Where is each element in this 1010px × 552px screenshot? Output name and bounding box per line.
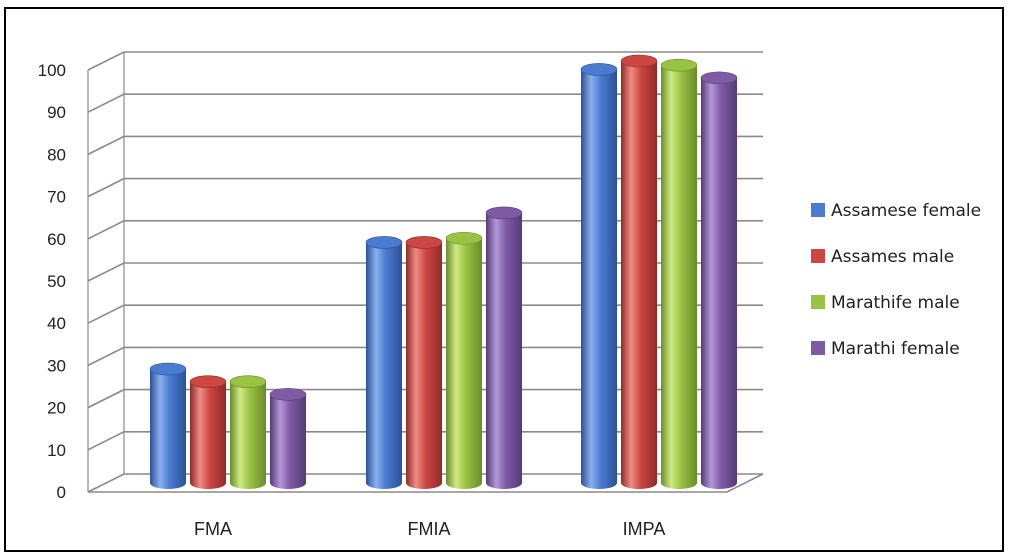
x-category-label: FMA bbox=[194, 519, 232, 539]
bar-body bbox=[446, 238, 482, 489]
y-tick-label: 100 bbox=[38, 61, 66, 80]
bar bbox=[189, 375, 227, 489]
bar bbox=[620, 54, 658, 489]
y-tick-label: 60 bbox=[47, 230, 66, 249]
bars bbox=[149, 54, 738, 490]
legend-label: Marathi female bbox=[831, 339, 960, 359]
y-tick-label: 10 bbox=[47, 441, 66, 460]
bar-body bbox=[661, 65, 697, 489]
bar bbox=[485, 206, 523, 490]
bar bbox=[445, 231, 483, 489]
bar-cap bbox=[660, 58, 698, 72]
bar-cap bbox=[405, 236, 443, 249]
bar bbox=[149, 362, 187, 489]
x-axis-categories: FMA FMIA IMPA bbox=[194, 519, 665, 539]
bar-body bbox=[486, 212, 522, 490]
bar-body bbox=[150, 369, 186, 489]
bar bbox=[700, 71, 738, 489]
bar-cap bbox=[700, 71, 738, 85]
bar-cap bbox=[485, 206, 523, 220]
gridlines bbox=[87, 51, 764, 493]
y-tick-label: 50 bbox=[47, 272, 66, 291]
y-axis-ticks: 0 10 20 30 40 50 60 70 80 90 100 bbox=[38, 61, 66, 502]
bar bbox=[580, 63, 618, 489]
legend: Assamese female Assames male Marathife mal… bbox=[811, 201, 981, 359]
bar-body bbox=[406, 242, 442, 489]
bar-cap bbox=[269, 388, 307, 401]
bar-cap bbox=[229, 375, 267, 389]
bar-body bbox=[366, 242, 402, 489]
bar-cap bbox=[365, 236, 403, 249]
bar-cap bbox=[445, 231, 483, 245]
y-tick-label: 40 bbox=[47, 314, 66, 333]
legend-label: Marathife male bbox=[831, 293, 960, 313]
y-tick-label: 0 bbox=[57, 483, 66, 502]
bar-body bbox=[581, 69, 617, 489]
bar-body bbox=[270, 394, 306, 489]
bar-body bbox=[190, 381, 226, 489]
x-category-label: IMPA bbox=[623, 519, 666, 539]
bar-body bbox=[621, 61, 657, 489]
y-tick-label: 30 bbox=[47, 356, 66, 375]
bar bbox=[269, 388, 307, 489]
bar bbox=[365, 236, 403, 489]
x-category-label: FMIA bbox=[408, 519, 451, 539]
bar-body bbox=[701, 77, 737, 489]
bar bbox=[405, 236, 443, 489]
bar-body bbox=[230, 381, 266, 489]
y-tick-label: 20 bbox=[47, 399, 66, 418]
bar-cap bbox=[620, 54, 658, 68]
legend-swatch bbox=[811, 295, 825, 309]
bar bbox=[229, 375, 267, 489]
y-tick-label: 90 bbox=[47, 103, 66, 122]
bar-cap bbox=[189, 375, 227, 389]
bar bbox=[660, 58, 698, 489]
bar-cap bbox=[580, 63, 618, 76]
legend-label: Assamese female bbox=[831, 201, 981, 221]
y-tick-label: 80 bbox=[47, 145, 66, 164]
chart-floor bbox=[87, 473, 764, 493]
legend-swatch bbox=[811, 341, 825, 355]
y-tick-label: 70 bbox=[47, 188, 66, 207]
legend-swatch bbox=[811, 203, 825, 217]
bar-cap bbox=[149, 362, 187, 376]
legend-swatch bbox=[811, 249, 825, 263]
legend-label: Assames male bbox=[831, 247, 954, 267]
